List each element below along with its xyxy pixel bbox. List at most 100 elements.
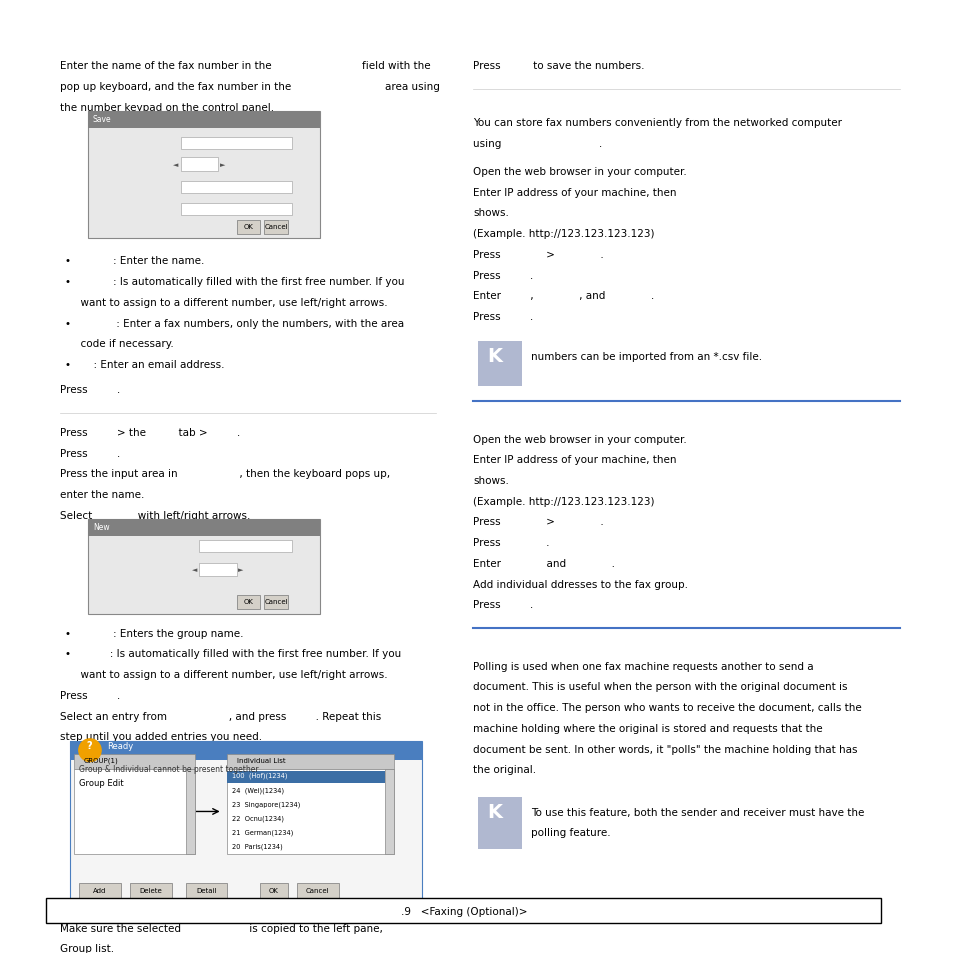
Text: •: • [65, 256, 71, 266]
Text: : Is automatically filled with the first free number. If you: : Is automatically filled with the first… [74, 276, 404, 287]
FancyBboxPatch shape [70, 741, 421, 905]
Text: field with the: field with the [361, 61, 430, 71]
FancyBboxPatch shape [236, 595, 259, 609]
Text: using                              .: using . [473, 138, 601, 149]
Text: numbers can be imported from an *.csv file.: numbers can be imported from an *.csv fi… [531, 352, 761, 361]
Text: Press         .: Press . [60, 690, 120, 700]
FancyBboxPatch shape [185, 769, 194, 854]
Text: : Enter a fax numbers, only the numbers, with the area: : Enter a fax numbers, only the numbers,… [74, 318, 404, 328]
Text: Speed No.: Speed No. [97, 569, 132, 575]
Text: Cancel: Cancel [306, 886, 329, 893]
FancyBboxPatch shape [199, 540, 292, 553]
Text: Press              .: Press . [473, 537, 549, 548]
FancyBboxPatch shape [181, 158, 217, 172]
Text: Speed No.: Speed No. [97, 164, 132, 170]
Text: pop up keyboard, and the fax number in the: pop up keyboard, and the fax number in t… [60, 82, 292, 91]
FancyBboxPatch shape [227, 771, 384, 783]
Text: To use this feature, both the sender and receiver must have the: To use this feature, both the sender and… [531, 807, 864, 817]
Text: : Enter the name.: : Enter the name. [74, 256, 204, 266]
FancyBboxPatch shape [79, 883, 120, 899]
FancyBboxPatch shape [259, 883, 287, 899]
FancyBboxPatch shape [264, 220, 287, 234]
Text: OK: OK [243, 598, 253, 604]
FancyBboxPatch shape [384, 769, 394, 854]
Text: want to assign to a different number, use left/right arrows.: want to assign to a different number, us… [74, 669, 388, 679]
Text: Press         .: Press . [473, 271, 533, 280]
FancyBboxPatch shape [264, 595, 287, 609]
Text: Press              >              .: Press > . [473, 517, 603, 527]
Text: Press         .: Press . [60, 385, 120, 395]
FancyBboxPatch shape [296, 883, 338, 899]
Text: Cancel: Cancel [264, 598, 288, 604]
Text: Press          to save the numbers.: Press to save the numbers. [473, 61, 644, 71]
Text: ►: ► [219, 162, 225, 168]
Text: Group list.: Group list. [60, 943, 114, 953]
Text: polling feature.: polling feature. [531, 827, 611, 838]
Text: You can store fax numbers conveniently from the networked computer: You can store fax numbers conveniently f… [473, 117, 841, 128]
FancyBboxPatch shape [185, 883, 227, 899]
Text: enter the name.: enter the name. [60, 490, 145, 499]
FancyBboxPatch shape [477, 342, 521, 387]
Text: Add individual ddresses to the fax group.: Add individual ddresses to the fax group… [473, 579, 687, 589]
Text: Open the web browser in your computer.: Open the web browser in your computer. [473, 434, 686, 444]
FancyBboxPatch shape [236, 220, 259, 234]
Text: Enter         ,              , and              .: Enter , , and . [473, 291, 654, 301]
Text: New: New [92, 522, 110, 532]
FancyBboxPatch shape [88, 519, 319, 614]
Text: document be sent. In other words, it "polls" the machine holding that has: document be sent. In other words, it "po… [473, 744, 857, 754]
Text: (Example. http://123.123.123.123): (Example. http://123.123.123.123) [473, 497, 654, 506]
Text: : Is automatically filled with the first free number. If you: : Is automatically filled with the first… [74, 649, 401, 659]
FancyBboxPatch shape [88, 519, 319, 537]
Text: Enter IP address of your machine, then: Enter IP address of your machine, then [473, 455, 676, 465]
Text: Gr0: Gr0 [211, 565, 222, 570]
Text: Group & Individual cannot be present together: Group & Individual cannot be present tog… [79, 764, 258, 774]
Text: GROUP(1): GROUP(1) [84, 757, 118, 763]
Text: Press         .: Press . [473, 599, 533, 610]
Text: •: • [65, 628, 71, 638]
Text: 24  (Wei)(1234): 24 (Wei)(1234) [232, 786, 284, 793]
Text: Group Edit: Group Edit [79, 779, 123, 787]
Text: 100: 100 [192, 160, 203, 165]
Text: want to assign to a different number, use left/right arrows.: want to assign to a different number, us… [74, 297, 388, 308]
Text: shows.: shows. [473, 208, 508, 218]
Text: 22  Ocnu(1234): 22 Ocnu(1234) [232, 815, 284, 821]
Text: Make sure the selected                     is copied to the left pane,: Make sure the selected is copied to the … [60, 923, 383, 933]
Text: Group Name: Group Name [97, 545, 141, 551]
Text: Add: Add [93, 886, 107, 893]
Text: Press              >              .: Press > . [473, 250, 603, 259]
Text: ◄: ◄ [192, 567, 197, 573]
Text: : Enter an email address.: : Enter an email address. [74, 359, 225, 370]
Text: 23  Singapore(1234): 23 Singapore(1234) [232, 801, 300, 807]
FancyBboxPatch shape [47, 899, 881, 923]
Text: Press         > the          tab >         .: Press > the tab > . [60, 428, 240, 437]
Text: ?: ? [86, 740, 91, 751]
Text: Press         .: Press . [473, 312, 533, 322]
Text: Save: Save [92, 115, 112, 124]
Text: area using: area using [384, 82, 439, 91]
FancyBboxPatch shape [70, 741, 421, 760]
Text: Press         .: Press . [60, 448, 120, 458]
Text: Open the web browser in your computer.: Open the web browser in your computer. [473, 167, 686, 176]
Text: ◄: ◄ [173, 162, 178, 168]
Text: : Enters the group name.: : Enters the group name. [74, 628, 243, 638]
Text: User Name: User Name [97, 142, 136, 148]
FancyBboxPatch shape [130, 883, 172, 899]
FancyBboxPatch shape [227, 754, 394, 769]
Text: 100  (Hof)(1234): 100 (Hof)(1234) [232, 772, 287, 779]
FancyBboxPatch shape [88, 112, 319, 239]
Text: (Example. http://123.123.123.123): (Example. http://123.123.123.123) [473, 229, 654, 239]
Text: not in the office. The person who wants to receive the document, calls the: not in the office. The person who wants … [473, 702, 861, 713]
Text: shows.: shows. [473, 476, 508, 485]
FancyBboxPatch shape [74, 769, 194, 854]
Text: Individual List: Individual List [236, 757, 285, 763]
FancyBboxPatch shape [181, 137, 292, 150]
FancyBboxPatch shape [181, 203, 292, 215]
Text: Ready: Ready [107, 741, 132, 750]
Text: Enter              and              .: Enter and . [473, 558, 615, 568]
Text: machine holding where the original is stored and requests that the: machine holding where the original is st… [473, 723, 821, 733]
Text: •: • [65, 276, 71, 287]
Text: Select an entry from                   , and press         . Repeat this: Select an entry from , and press . Repea… [60, 711, 381, 720]
Text: Press the input area in                   , then the keyboard pops up,: Press the input area in , then the keybo… [60, 469, 390, 478]
Text: •: • [65, 318, 71, 328]
Text: OK: OK [243, 224, 253, 230]
